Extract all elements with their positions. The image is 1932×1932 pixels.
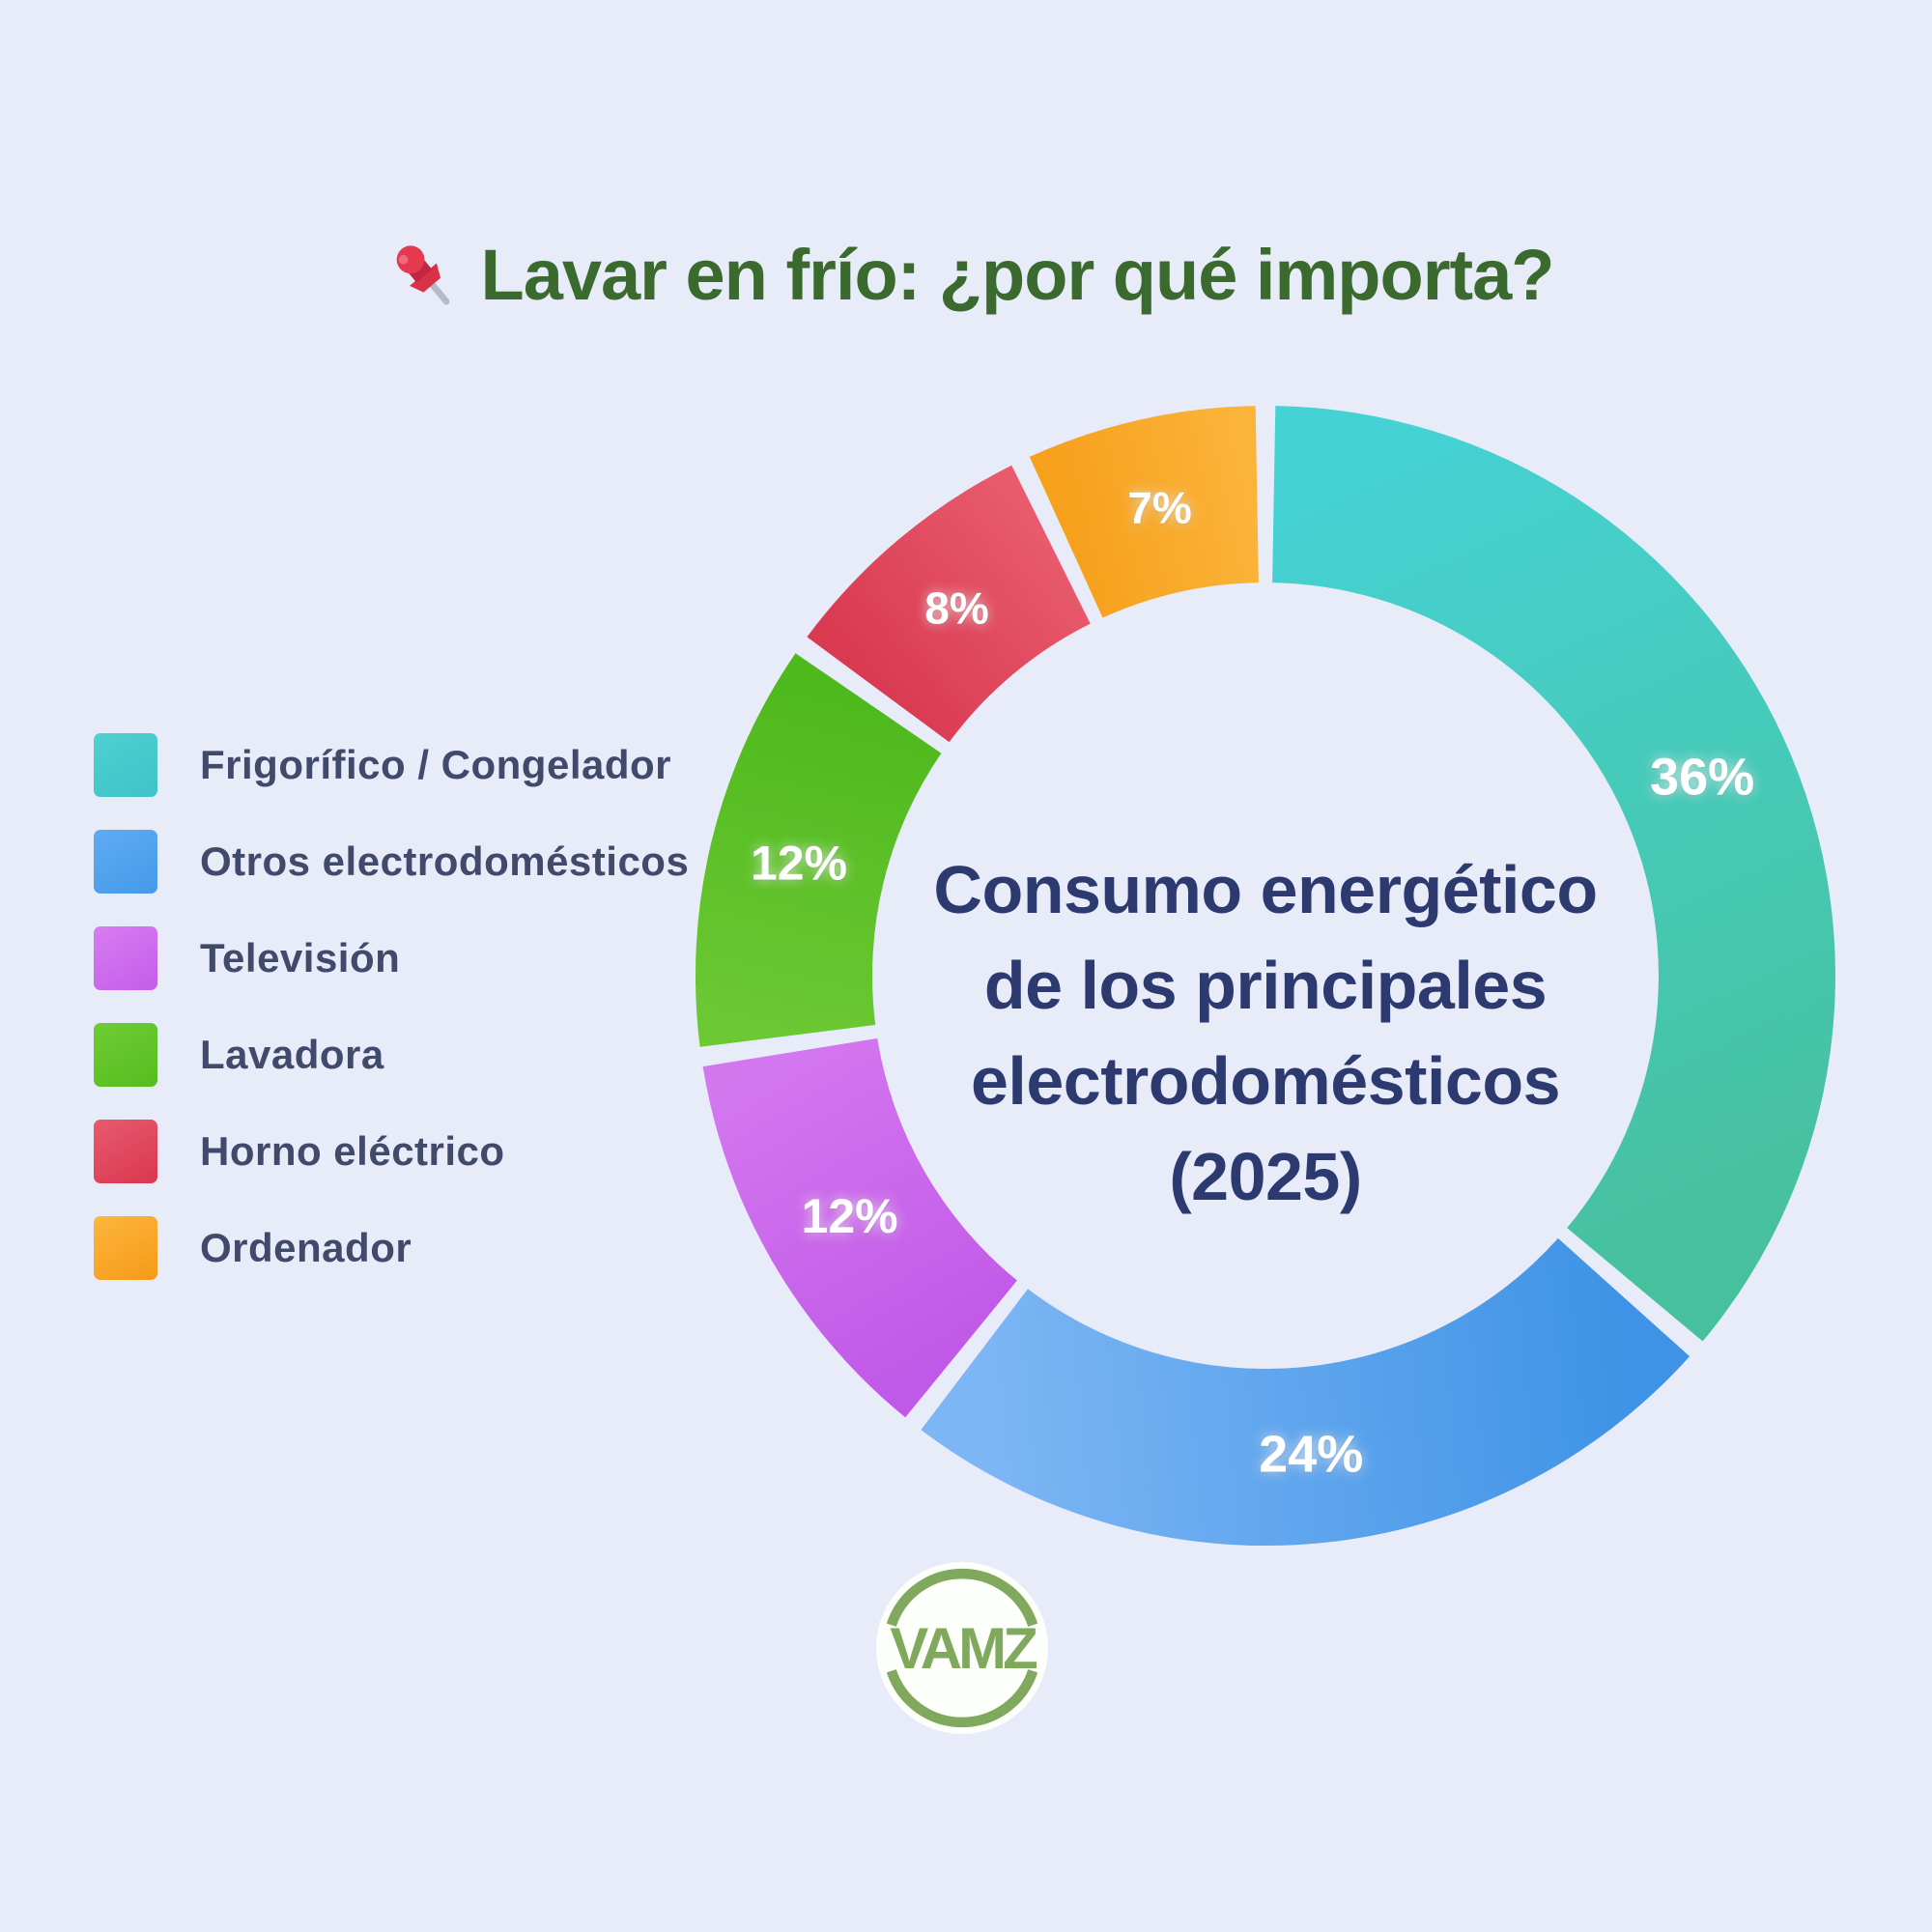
chart-legend: Frigorífico / Congelador Otros electrodo… [94,733,689,1313]
donut-segment-value-label-4: 8% [924,582,988,633]
logo-text: VAMZ [890,1616,1037,1681]
donut-segment-2 [702,1037,1017,1418]
page-title: Lavar en frío: ¿por qué importa? [480,234,1555,315]
logo-bottom-arc [886,1669,1038,1728]
legend-item-frigorifico: Frigorífico / Congelador [94,733,689,797]
donut-segment-4 [807,465,1091,743]
pushpin-needle [429,281,449,305]
legend-label: Horno eléctrico [200,1128,505,1174]
legend-item-television: Televisión [94,926,689,990]
chart-center-title-line: (2025) [1169,1139,1362,1214]
legend-item-ordenador: Ordenador [94,1216,689,1280]
legend-swatch-ordenador [94,1216,157,1280]
pushpin-highlight [398,254,408,265]
legend-label: Frigorífico / Congelador [200,742,672,787]
legend-item-horno: Horno eléctrico [94,1120,689,1183]
page-title-row: Lavar en frío: ¿por qué importa? [0,230,1932,319]
donut-segment-value-label-0: 36% [1650,748,1754,806]
donut-segment-0 [1272,406,1836,1342]
legend-swatch-television [94,926,157,990]
legend-swatch-frigorifico [94,733,157,797]
donut-segment-1 [921,1237,1690,1547]
brand-logo: VAMZ [876,1562,1048,1734]
legend-item-otros: Otros electrodomésticos [94,830,689,894]
legend-label: Televisión [200,935,401,980]
donut-segment-value-label-3: 12% [751,836,847,890]
pushpin-flange [409,263,440,293]
legend-swatch-horno [94,1120,157,1183]
legend-swatch-otros [94,830,157,894]
chart-center-title-line: Consumo energético [933,852,1598,927]
legend-label: Ordenador [200,1225,412,1270]
legend-item-lavadora: Lavadora [94,1023,689,1087]
legend-label: Lavadora [200,1032,384,1077]
pushpin-icon [396,245,449,305]
logo-circle [876,1562,1048,1734]
donut-segment-5 [1029,406,1259,618]
donut-segment-value-label-5: 7% [1127,482,1191,532]
legend-label: Otros electrodomésticos [200,838,690,884]
chart-center-title-line: electrodomésticos [970,1043,1561,1119]
logo-top-arc [886,1568,1038,1627]
donut-segment-value-label-1: 24% [1259,1426,1363,1484]
donut-segment-3 [695,653,942,1047]
legend-swatch-lavadora [94,1023,157,1087]
chart-center-title-line: de los principales [983,948,1548,1023]
chart-center-title: Consumo energético de los principales el… [879,842,1652,1225]
donut-segment-value-label-2: 12% [802,1189,898,1243]
pushpin-head [396,245,424,274]
